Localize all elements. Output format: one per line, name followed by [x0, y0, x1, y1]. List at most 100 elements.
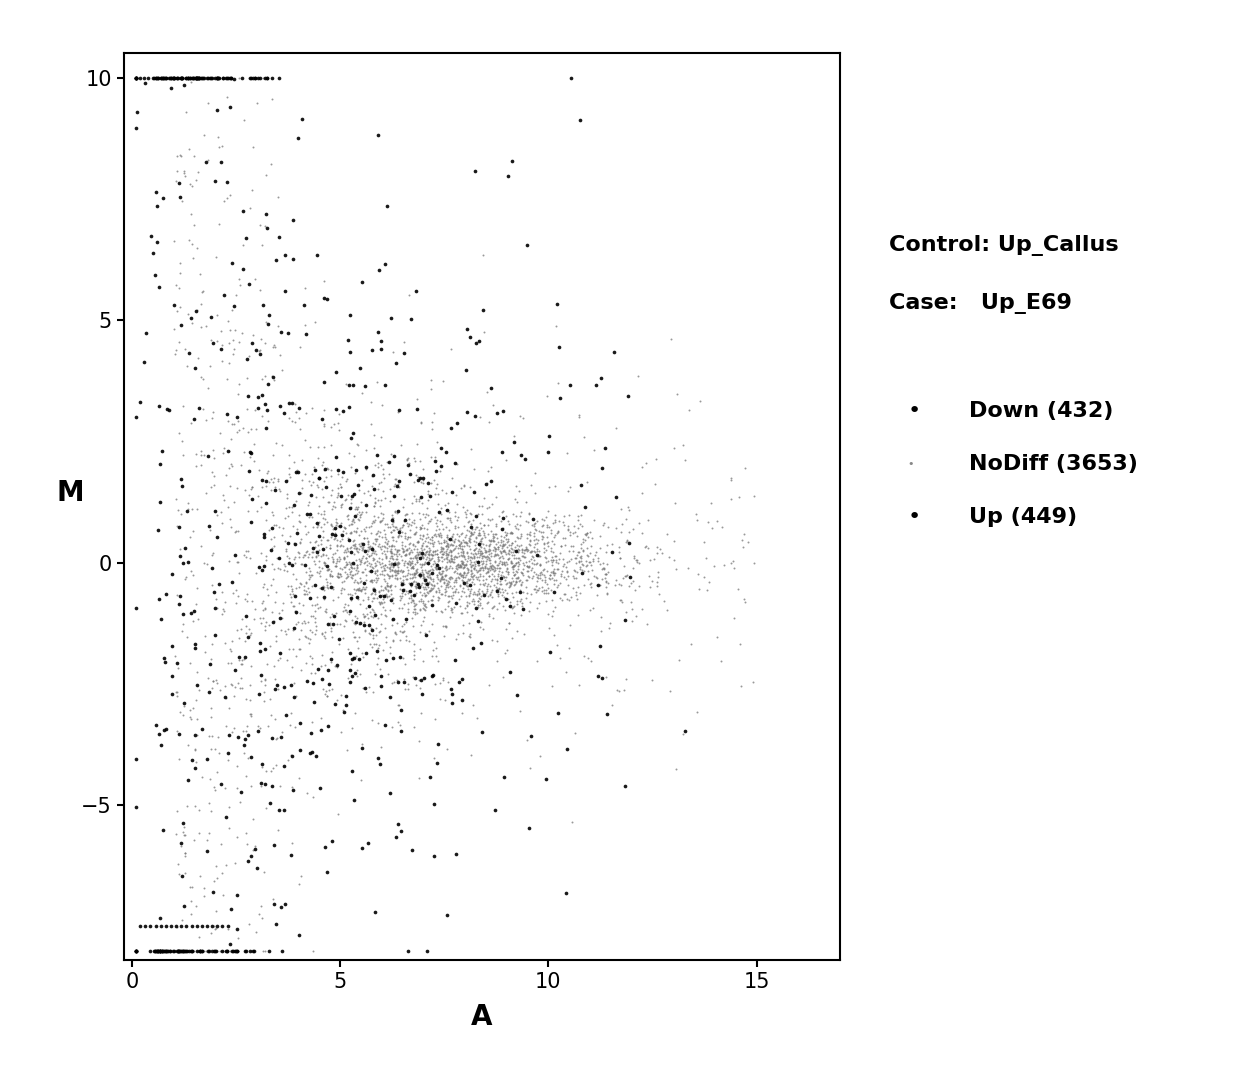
Point [415, 509, 435, 526]
Point [194, 942, 214, 959]
Point [204, 672, 224, 689]
Point [373, 590, 393, 607]
Point [353, 547, 373, 564]
Point [457, 572, 477, 589]
Point [438, 578, 458, 595]
Point [367, 532, 387, 550]
Point [414, 550, 433, 567]
Point [356, 523, 375, 540]
Point [380, 576, 400, 593]
Point [374, 567, 394, 584]
Point [342, 591, 362, 608]
Point [207, 69, 227, 86]
Point [256, 478, 275, 495]
Point [416, 587, 436, 604]
Point [437, 509, 457, 526]
Point [483, 558, 503, 575]
Point [488, 572, 508, 589]
Point [485, 559, 505, 576]
Point [173, 446, 193, 463]
Point [198, 380, 217, 397]
Point [200, 770, 220, 787]
Point [436, 583, 456, 600]
Point [367, 556, 387, 573]
Point [432, 571, 452, 588]
Point [377, 586, 396, 603]
Point [221, 936, 241, 953]
Point [433, 562, 453, 579]
Point [513, 560, 532, 577]
Point [366, 531, 385, 548]
Point [488, 545, 508, 562]
Point [374, 619, 394, 636]
Point [204, 918, 224, 935]
Point [266, 731, 285, 748]
Point [172, 942, 191, 959]
Point [188, 69, 207, 86]
Point [189, 610, 209, 627]
Point [553, 513, 573, 530]
Point [437, 501, 457, 519]
Point [188, 349, 207, 366]
Point [537, 517, 557, 535]
Point [426, 522, 446, 539]
Point [189, 69, 209, 86]
Point [179, 942, 199, 959]
Point [550, 589, 569, 606]
Point [453, 556, 473, 573]
Point [256, 671, 275, 688]
Point [577, 525, 597, 542]
Point [270, 729, 290, 746]
Point [410, 577, 430, 594]
Point [524, 542, 543, 559]
Point [330, 405, 350, 423]
Point [149, 942, 169, 959]
Point [233, 419, 253, 436]
Point [383, 529, 403, 546]
Point [403, 593, 422, 610]
Point [370, 660, 390, 678]
Point [553, 586, 573, 603]
Point [488, 583, 508, 600]
Point [579, 553, 599, 570]
Point [566, 550, 585, 567]
Point [201, 651, 221, 668]
Point [458, 570, 478, 587]
Point [375, 602, 395, 619]
Point [266, 481, 285, 498]
Point [322, 525, 342, 542]
Point [468, 592, 488, 609]
Point [646, 450, 666, 467]
Point [411, 592, 431, 609]
Point [314, 515, 333, 532]
Point [221, 69, 241, 86]
Point [399, 544, 419, 561]
Point [352, 644, 372, 662]
Point [426, 462, 446, 479]
Point [385, 577, 405, 594]
Point [436, 546, 456, 563]
Point [420, 546, 440, 563]
Point [611, 515, 631, 532]
Point [224, 298, 243, 315]
Point [214, 487, 233, 504]
Point [228, 421, 248, 439]
Point [557, 554, 577, 571]
Point [479, 512, 499, 529]
Point [346, 523, 366, 540]
Point [178, 771, 198, 789]
Point [236, 607, 256, 624]
Point [655, 592, 674, 609]
Point [366, 494, 385, 511]
Point [558, 576, 578, 593]
Point [375, 550, 395, 567]
Point [159, 69, 179, 86]
Point [536, 770, 556, 787]
Point [394, 580, 414, 598]
Point [217, 69, 237, 86]
Point [420, 488, 440, 505]
Point [262, 504, 282, 521]
Point [585, 547, 605, 564]
Point [509, 541, 529, 558]
Point [225, 546, 245, 563]
